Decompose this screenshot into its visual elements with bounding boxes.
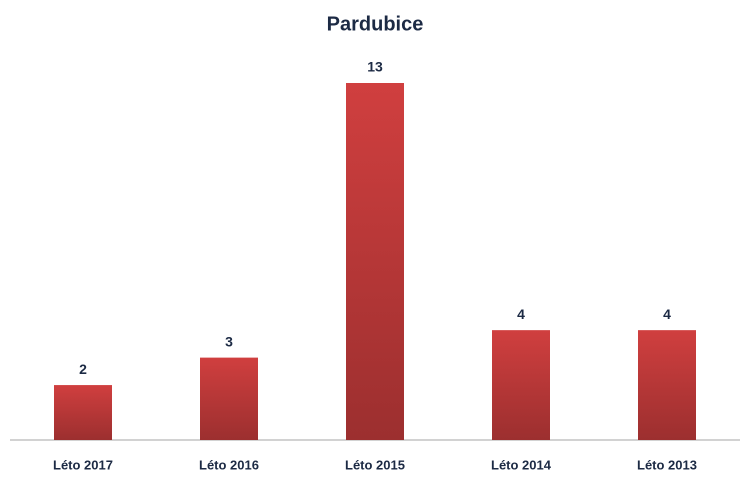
data-label: 4 xyxy=(517,306,525,322)
data-label: 13 xyxy=(367,59,383,75)
bar xyxy=(492,330,550,440)
bar xyxy=(346,83,404,440)
bar xyxy=(638,330,696,440)
bar xyxy=(54,385,112,440)
data-label: 2 xyxy=(79,361,87,377)
x-tick-label: Léto 2017 xyxy=(53,457,113,472)
x-tick-label: Léto 2015 xyxy=(345,457,405,472)
x-tick-label: Léto 2016 xyxy=(199,457,259,472)
x-tick-label: Léto 2014 xyxy=(491,457,552,472)
chart-title: Pardubice xyxy=(327,13,424,35)
x-tick-label: Léto 2013 xyxy=(637,457,697,472)
data-label: 4 xyxy=(663,306,671,322)
bar xyxy=(200,357,258,440)
data-label: 3 xyxy=(225,333,233,349)
